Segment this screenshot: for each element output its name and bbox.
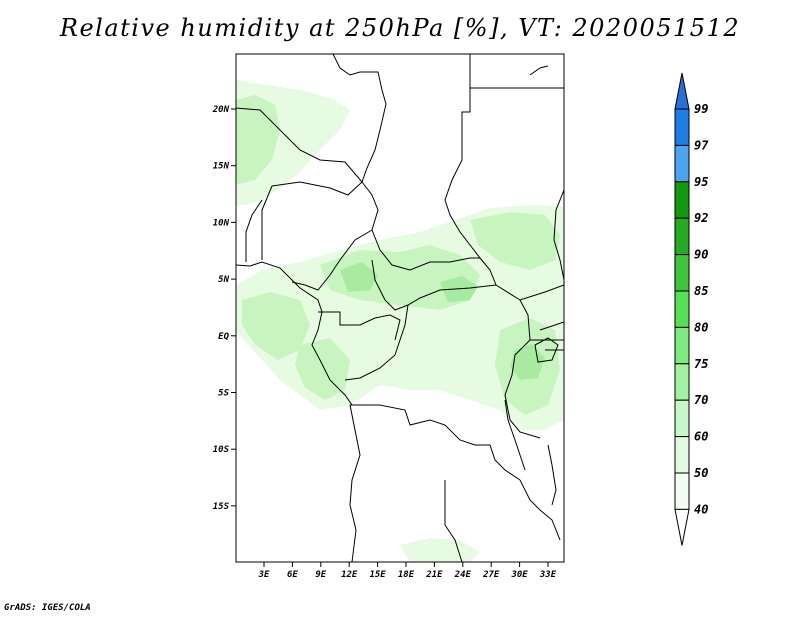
lat-tick-label: 5N — [218, 275, 229, 285]
lat-tick-label: 10N — [213, 218, 230, 228]
lake-tanganyika — [504, 399, 526, 471]
humidity-area-south — [400, 538, 480, 562]
lat-tick-label: 15N — [213, 162, 230, 172]
humidity-shading — [236, 80, 564, 562]
colorbar-label: 60 — [694, 430, 708, 444]
colorbar-segment — [674, 326, 690, 365]
humidity-patch-east — [470, 212, 560, 270]
colorbar-label: 75 — [694, 357, 708, 371]
lat-tick-label: EQ — [218, 332, 229, 342]
border-angola — [349, 404, 361, 562]
border-libya-egypt — [461, 54, 471, 160]
coast-eastern — [553, 189, 564, 281]
lon-tick-label: 6E — [287, 570, 298, 580]
border-drc-east — [504, 299, 541, 439]
map-title: Relative humidity at 250hPa [%], VT: 202… — [59, 14, 741, 42]
colorbar-label: 99 — [694, 102, 708, 116]
lat-tick-label: 15S — [213, 502, 230, 512]
border-cameroon-car — [371, 259, 564, 311]
lon-tick-label: 15E — [369, 570, 386, 580]
colorbar-segment — [674, 399, 690, 438]
lake-victoria — [534, 337, 559, 363]
lon-tick-label: 33E — [539, 570, 557, 580]
border-libya-algeria — [332, 54, 387, 183]
border-chad-east — [444, 159, 497, 286]
coast-west-africa — [236, 261, 353, 406]
humidity-patch-coast — [295, 338, 350, 400]
colorbar: 99 97 95 92 90 85 80 75 70 60 50 40 — [674, 72, 709, 546]
border-niger-north — [236, 107, 363, 183]
lat-tick-label: 10S — [213, 445, 230, 455]
latitude-ticks: 20N 15N 10N 5N EQ 5S 10S 15S — [212, 105, 236, 512]
border-east-africa — [530, 321, 564, 351]
humidity-patch-congo — [320, 245, 480, 310]
border-benin — [245, 199, 263, 262]
map-frame — [235, 53, 565, 563]
colorbar-label: 92 — [694, 211, 708, 225]
lon-tick-label: 24E — [454, 570, 472, 580]
lon-tick-label: 12E — [341, 570, 358, 580]
colorbar-segment — [674, 254, 690, 292]
colorbar-label: 50 — [694, 466, 708, 480]
colorbar-label: 80 — [694, 320, 708, 334]
lake-malawi — [547, 444, 557, 506]
border-chad-south — [361, 181, 480, 271]
lon-tick-label: 30E — [510, 570, 528, 580]
humidity-patch-west — [236, 95, 280, 185]
sea-red — [529, 65, 549, 76]
colorbar-segment — [674, 217, 690, 256]
lon-tick-label: 9E — [315, 570, 326, 580]
colorbar-segment — [674, 290, 690, 328]
colorbar-segment — [674, 436, 690, 474]
lat-tick-label: 5S — [218, 389, 229, 399]
colorbar-segment — [674, 181, 690, 219]
colorbar-segment — [674, 472, 690, 510]
border-congo-drc — [344, 304, 409, 381]
humidity-patch-gulf — [242, 292, 310, 360]
colorbar-label: 85 — [694, 284, 708, 298]
colorbar-label: 95 — [694, 175, 708, 189]
colorbar-segment — [674, 363, 690, 401]
border-nigeria-cameroon — [291, 229, 373, 291]
country-borders — [236, 54, 564, 562]
humidity-spot-3 — [340, 262, 378, 292]
border-gabon-congo — [318, 311, 401, 341]
border-drc-south — [350, 404, 521, 481]
longitude-ticks: 3E 6E 9E 12E 15E 18E 21E 24E 27E 30E 33E — [258, 562, 557, 580]
colorbar-bottom-arrow — [674, 508, 690, 546]
border-zambia-east — [519, 479, 561, 541]
colorbar-label: 97 — [694, 138, 709, 152]
credit-text: GrADS: IGES/COLA — [4, 603, 91, 613]
colorbar-label: 70 — [694, 393, 708, 407]
colorbar-label: 40 — [694, 502, 708, 516]
border-nigeria — [261, 181, 363, 260]
lon-tick-label: 27E — [482, 570, 500, 580]
lon-tick-label: 21E — [425, 570, 443, 580]
lon-tick-label: 18E — [398, 570, 415, 580]
colorbar-label: 90 — [694, 248, 708, 262]
lon-tick-label: 3E — [258, 570, 270, 580]
colorbar-segment — [674, 108, 690, 146]
lat-tick-label: 20N — [212, 105, 230, 115]
colorbar-segment — [674, 144, 690, 183]
border-angola-zambia — [444, 480, 463, 562]
colorbar-top-arrow — [674, 72, 690, 110]
